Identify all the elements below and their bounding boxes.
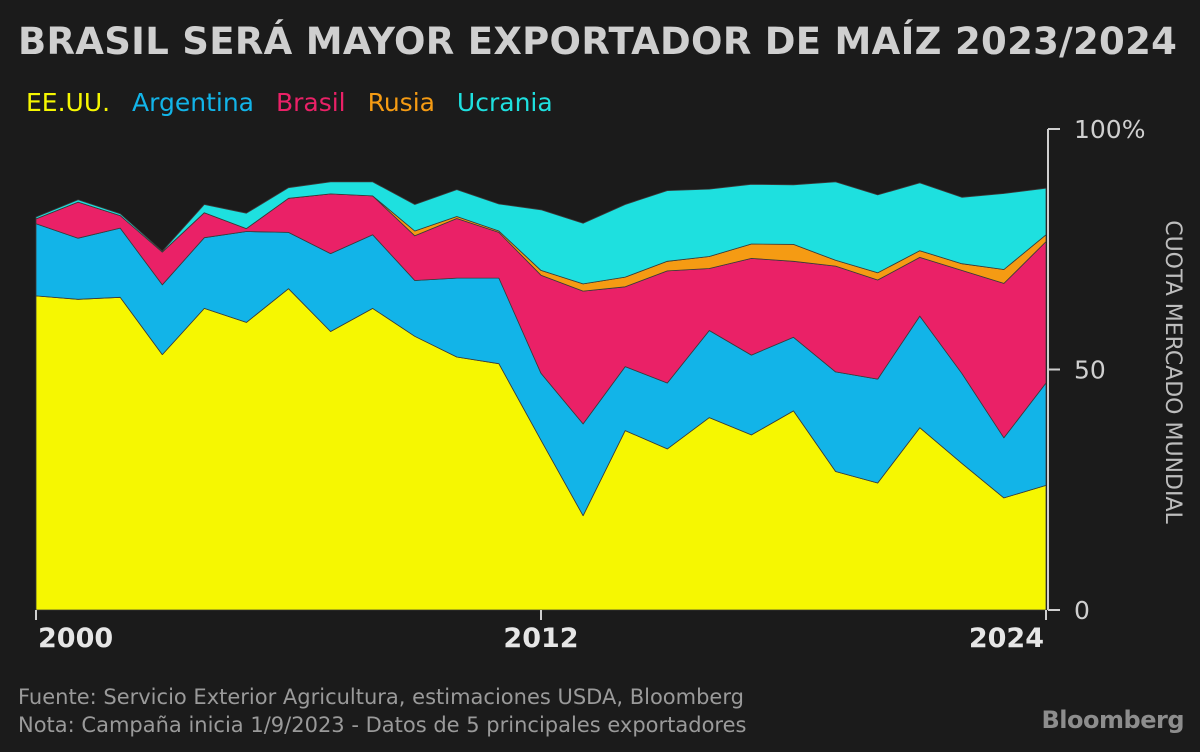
legend-item-ucrania: Ucrania bbox=[456, 88, 553, 117]
x-tick-label: 2000 bbox=[38, 623, 113, 654]
x-tick-label: 2024 bbox=[969, 623, 1044, 654]
y-tick-label: 50 bbox=[1074, 356, 1106, 385]
legend-item-argentina: Argentina bbox=[132, 88, 254, 117]
y-tick-label: 100% bbox=[1074, 115, 1145, 144]
area-ucrania bbox=[35, 181, 1047, 285]
x-tick-label: 2012 bbox=[503, 623, 578, 654]
y-tick-label: 0 bbox=[1074, 596, 1090, 625]
legend: EE.UU. Argentina Brasil Rusia Ucrania bbox=[26, 88, 567, 117]
chart-title: BRASIL SERÁ MAYOR EXPORTADOR DE MAÍZ 202… bbox=[18, 20, 1178, 63]
legend-item-eeuu: EE.UU. bbox=[26, 88, 111, 117]
campaign-note: Nota: Campaña inicia 1/9/2023 - Datos de… bbox=[18, 713, 747, 737]
source-note: Fuente: Servicio Exterior Agricultura, e… bbox=[18, 685, 744, 709]
y-axis-title: CUOTA MERCADO MUNDIAL bbox=[1160, 220, 1185, 524]
legend-item-brasil: Brasil bbox=[275, 88, 346, 117]
bloomberg-logo: Bloomberg bbox=[1041, 706, 1185, 734]
footer: Fuente: Servicio Exterior Agricultura, e… bbox=[18, 683, 746, 739]
legend-item-rusia: Rusia bbox=[367, 88, 435, 117]
